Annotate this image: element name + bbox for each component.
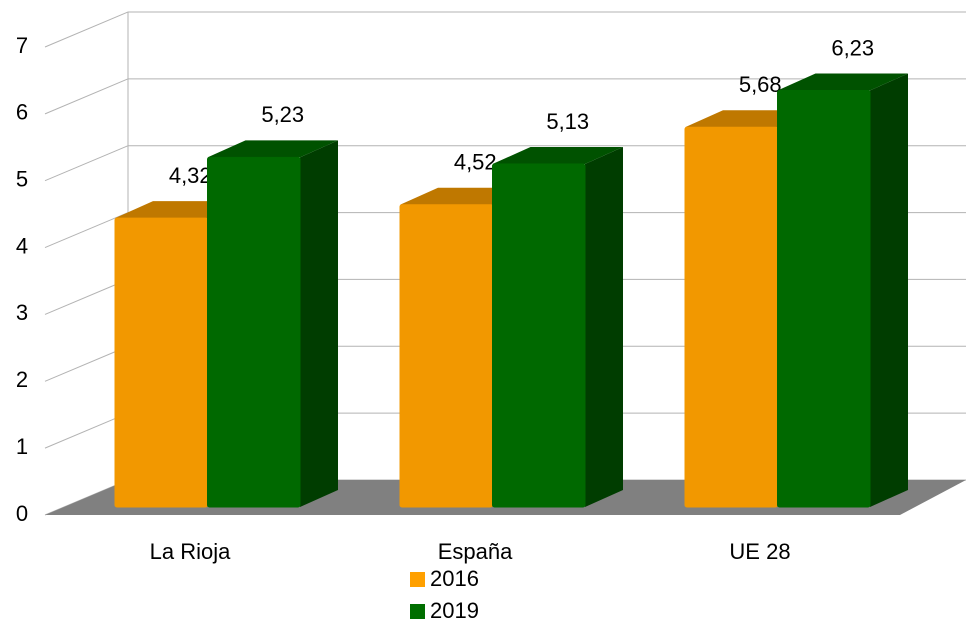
y-tick-label: 6 xyxy=(16,100,28,125)
x-tick-label: UE 28 xyxy=(729,539,790,564)
y-tick-label: 4 xyxy=(16,233,28,258)
bar-side xyxy=(300,140,338,507)
grid-line xyxy=(44,11,966,48)
bar-top xyxy=(777,73,908,91)
bar xyxy=(114,217,208,508)
bar-side xyxy=(870,73,908,507)
bar xyxy=(684,126,778,508)
bar xyxy=(399,204,493,508)
bar xyxy=(492,163,586,508)
y-tick-label: 2 xyxy=(16,367,28,392)
bar xyxy=(207,156,301,508)
y-tick-label: 1 xyxy=(16,434,28,459)
data-label: 4,52 xyxy=(454,150,497,175)
y-tick-label: 5 xyxy=(16,167,28,192)
bar-top xyxy=(492,147,623,165)
legend-label: 2016 xyxy=(430,566,479,591)
data-label: 5,68 xyxy=(739,72,782,97)
data-label: 5,13 xyxy=(546,109,589,134)
y-tick-label: 3 xyxy=(16,300,28,325)
legend-swatch xyxy=(410,604,425,619)
bar-side xyxy=(585,147,623,507)
y-tick-label: 0 xyxy=(16,501,28,526)
legend-label: 2019 xyxy=(430,598,479,623)
data-label: 5,23 xyxy=(261,102,304,127)
x-tick-label: España xyxy=(438,539,513,564)
bar-top xyxy=(207,140,338,158)
x-tick-label: La Rioja xyxy=(150,539,231,564)
y-tick-label: 7 xyxy=(16,33,28,58)
data-label: 6,23 xyxy=(831,35,874,60)
bar xyxy=(777,89,871,508)
legend-swatch xyxy=(410,572,425,587)
data-label: 4,32 xyxy=(169,163,212,188)
